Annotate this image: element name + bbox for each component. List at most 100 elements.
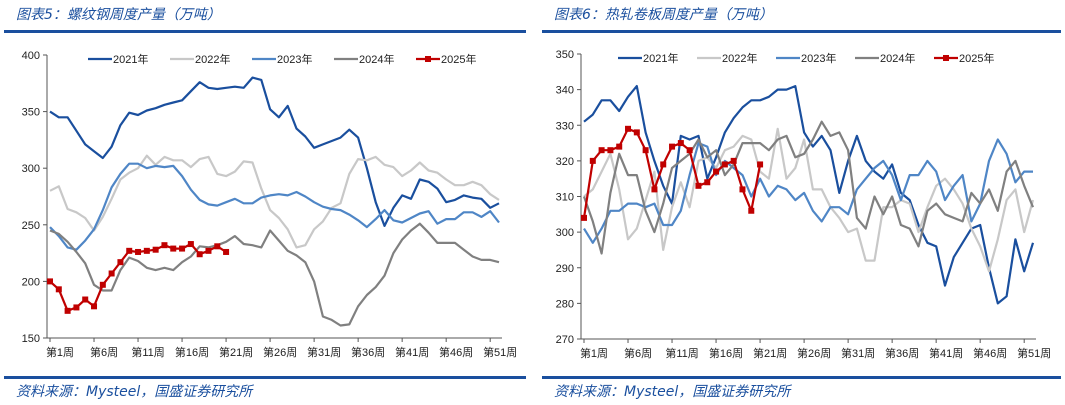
- data-point-marker: [713, 168, 720, 175]
- data-point-marker: [607, 147, 614, 154]
- x-tick-label: 第36周: [885, 346, 919, 360]
- x-tick-label: 第41周: [929, 346, 963, 360]
- y-tick-label: 250: [22, 220, 40, 232]
- y-tick-label: 400: [22, 50, 40, 62]
- y-tick-label: 280: [556, 298, 574, 310]
- data-point-marker: [625, 125, 632, 132]
- legend-label: 2021年: [113, 52, 148, 66]
- data-point-marker: [581, 214, 587, 221]
- legend-label: 2022年: [722, 51, 757, 65]
- data-point-marker: [82, 296, 89, 303]
- x-tick-label: 第16周: [709, 346, 743, 360]
- x-tick-label: 第6周: [624, 346, 652, 360]
- y-tick-label: 350: [22, 107, 40, 119]
- data-point-marker: [161, 242, 168, 249]
- data-point-marker: [721, 161, 728, 168]
- source-divider: [542, 376, 1061, 379]
- x-tick-label: 第21周: [219, 345, 253, 359]
- series-line-2023: [49, 162, 500, 251]
- series-line-2021: [583, 84, 1035, 305]
- data-point-marker: [99, 281, 106, 288]
- chart-panel-hrc: 图表6：热轧卷板周度产量（万吨） 270 280 290 300 310 320 330 34…: [538, 0, 1065, 405]
- data-point-marker: [91, 303, 98, 310]
- data-point-marker: [135, 248, 142, 255]
- series-line-2021: [49, 76, 500, 227]
- legend-label: 2025年: [441, 52, 476, 66]
- data-point-marker: [196, 251, 203, 258]
- data-point-marker: [179, 245, 186, 252]
- x-tick-label: 第11周: [665, 346, 698, 360]
- x-tick-label: 第1周: [580, 346, 608, 360]
- data-point-marker: [677, 140, 684, 147]
- legend-marker: [943, 55, 949, 61]
- title-divider: [4, 30, 526, 33]
- data-point-marker: [126, 247, 133, 254]
- x-tick-label: 第16周: [175, 345, 209, 359]
- data-point-marker: [117, 259, 124, 266]
- source-note: 资料来源：Mysteel，国盛证券研究所: [554, 384, 791, 400]
- y-tick-label: 320: [556, 156, 574, 168]
- data-point-marker: [748, 207, 755, 214]
- source-divider: [4, 376, 526, 379]
- y-tick-label: 340: [556, 85, 574, 97]
- rebar-line-chart: 150 200 250 300 350 400 第1周 第6周 第11周 第16周 第21周 第26周…: [22, 50, 518, 359]
- hrc-line-chart: 270 280 290 300 310 320 330 340 350 第1周 第6周 第11周 第16…: [556, 49, 1052, 360]
- data-point-marker: [633, 129, 640, 136]
- y-tick-label: 350: [556, 49, 574, 61]
- data-point-marker: [55, 286, 62, 293]
- y-tick-label: 150: [22, 333, 40, 345]
- x-tick-label: 第46周: [439, 345, 473, 359]
- y-tick-label: 310: [556, 192, 574, 204]
- legend-label: 2025年: [959, 51, 994, 65]
- data-point-marker: [616, 143, 623, 150]
- data-point-marker: [108, 270, 115, 277]
- series-line-2022: [49, 154, 500, 249]
- data-point-marker: [152, 246, 159, 253]
- source-note: 资料来源：Mysteel，国盛证券研究所: [16, 384, 253, 400]
- x-tick-label: 第51周: [483, 345, 517, 359]
- x-tick-label: 第31周: [307, 345, 341, 359]
- legend-label: 2022年: [195, 52, 230, 66]
- x-tick-label: 第26周: [263, 345, 297, 359]
- chart-title: 图表6：热轧卷板周度产量（万吨）: [554, 7, 773, 23]
- data-point-marker: [64, 307, 71, 314]
- data-point-marker: [660, 161, 667, 168]
- data-point-marker: [187, 241, 194, 248]
- y-tick-label: 300: [22, 163, 40, 175]
- series-line-2024: [49, 222, 500, 327]
- y-tick-label: 270: [556, 334, 574, 346]
- x-tick-label: 第11周: [131, 345, 164, 359]
- legend-label: 2023年: [277, 52, 312, 66]
- data-point-marker: [589, 157, 596, 164]
- data-point-marker: [686, 147, 693, 154]
- data-point-marker: [170, 245, 177, 252]
- data-point-marker: [143, 247, 150, 254]
- x-tick-label: 第26周: [797, 346, 831, 360]
- title-divider: [542, 30, 1061, 33]
- y-tick-label: 290: [556, 263, 574, 275]
- data-point-marker: [223, 248, 230, 255]
- data-point-marker: [669, 143, 676, 150]
- chart-panel-rebar: 图表5：螺纹钢周度产量（万吨） 150 200 250 300 350 400 第1周 第6周…: [0, 0, 530, 405]
- x-tick-label: 第36周: [351, 345, 385, 359]
- x-tick-label: 第31周: [841, 346, 875, 360]
- data-point-marker: [730, 157, 737, 164]
- chart-title: 图表5：螺纹钢周度产量（万吨）: [16, 7, 221, 23]
- legend-label: 2024年: [880, 51, 915, 65]
- data-point-marker: [757, 161, 764, 168]
- x-tick-label: 第51周: [1017, 346, 1051, 360]
- data-point-marker: [205, 247, 212, 254]
- x-tick-label: 第41周: [395, 345, 429, 359]
- x-tick-label: 第46周: [973, 346, 1007, 360]
- series-line-2024: [582, 120, 1035, 255]
- x-tick-label: 第6周: [90, 345, 118, 359]
- legend-label: 2021年: [643, 51, 678, 65]
- legend-label: 2023年: [801, 51, 836, 65]
- series-line-2022: [583, 127, 1035, 273]
- data-point-marker: [73, 304, 80, 311]
- x-tick-label: 第21周: [753, 346, 787, 360]
- data-point-marker: [214, 243, 221, 250]
- legend-label: 2024年: [359, 52, 394, 66]
- data-point-marker: [704, 179, 711, 186]
- data-point-marker: [739, 186, 746, 193]
